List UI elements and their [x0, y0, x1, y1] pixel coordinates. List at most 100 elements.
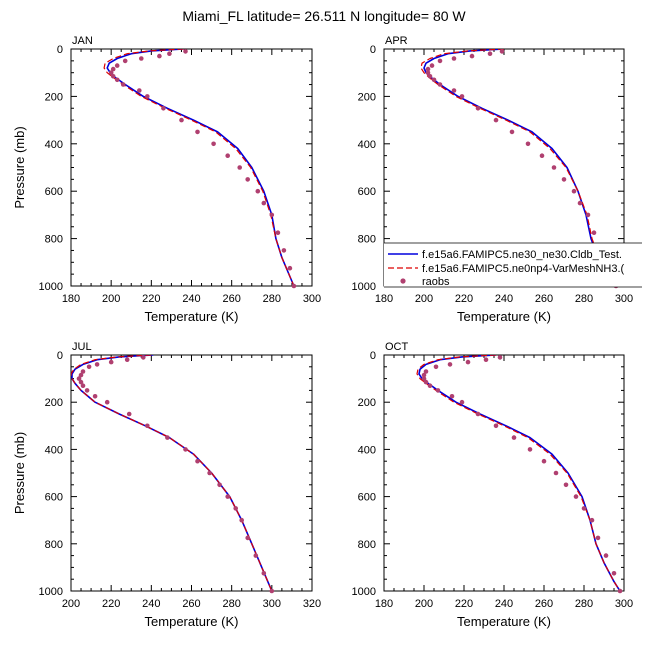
raobs-point [427, 74, 433, 79]
raobs-point [157, 53, 162, 59]
raobs-point [104, 399, 110, 405]
panel-oct: 180 200 220 240 260 280 300 0 200 400 600 800 1000 OC… [352, 341, 634, 629]
raobs-point [581, 506, 587, 511]
raobs-point [435, 388, 441, 393]
x-tick-label: 180 [62, 293, 80, 305]
raobs-point [225, 153, 230, 158]
raobs-point [589, 517, 595, 523]
raobs-point [475, 106, 481, 111]
raobs-point [78, 379, 84, 385]
raobs-point [603, 553, 609, 558]
raobs-point [449, 394, 455, 399]
raobs-point [108, 70, 114, 75]
y-tick-label: 1000 [352, 281, 376, 293]
raobs-point [509, 129, 515, 135]
raobs-point [497, 355, 503, 360]
y-tick-label: 200 [45, 397, 63, 409]
x-tick-label: 240 [142, 598, 160, 610]
y-tick-label: 800 [358, 234, 376, 246]
raobs-point [211, 141, 216, 147]
y-tick-label: 600 [45, 492, 63, 504]
x-tick-label: 300 [615, 293, 633, 305]
x-tick-label: 180 [375, 598, 393, 610]
x-axis-label: Temperature (K) [145, 614, 239, 629]
x-tick-label: 200 [415, 598, 433, 610]
raobs-point [459, 94, 465, 99]
raobs-point [451, 56, 457, 61]
y-tick-label: 0 [57, 350, 63, 362]
raobs-point [281, 248, 287, 253]
x-tick-label: 280 [575, 293, 593, 305]
raobs-point [110, 66, 116, 72]
x-tick-label: 200 [102, 293, 120, 305]
y-tick-label: 0 [370, 44, 376, 56]
raobs-point [110, 74, 116, 79]
panel-jan: 180 200 220 240 260 280 300 0 200 400 600 800 1000 JA… [12, 35, 321, 324]
panel-label: OCT [385, 341, 409, 353]
panel-label: JUL [72, 341, 92, 353]
raobs-point [611, 571, 617, 576]
x-axis-label: Temperature (K) [457, 309, 551, 324]
legend-entry-1: f.e15a6.FAMIPC5.ne30_ne30.Cldb_Test. [422, 249, 622, 261]
raobs-point [591, 230, 597, 235]
y-tick-label: 800 [45, 539, 63, 551]
raobs-point [437, 58, 443, 64]
raobs-point [499, 49, 505, 54]
raobs-point [261, 200, 267, 206]
raobs-point [493, 423, 499, 429]
y-tick-label: 400 [358, 444, 376, 456]
raobs-point [167, 51, 172, 56]
raobs-point [561, 177, 567, 182]
raobs-point [165, 435, 170, 440]
x-tick-label: 200 [415, 293, 433, 305]
raobs-point [94, 362, 100, 367]
raobs-point [585, 212, 591, 218]
y-tick-label: 1000 [39, 586, 63, 598]
raobs-point [573, 494, 579, 499]
raobs-point [269, 588, 275, 594]
legend-entry-2: f.e15a6.FAMIPC5.ne0np4-VarMeshNH3.( [422, 263, 625, 275]
raobs-point [421, 376, 427, 381]
panel-label: APR [385, 35, 408, 47]
y-tick-label: 600 [45, 186, 63, 198]
raobs-point [78, 372, 84, 378]
raobs-point [577, 200, 583, 206]
raobs-point [114, 77, 120, 83]
x-tick-label: 300 [303, 293, 321, 305]
y-tick-label: 1000 [352, 586, 376, 598]
raobs-point [571, 188, 577, 194]
raobs-point [617, 588, 623, 594]
y-axis-label: Pressure (mb) [12, 432, 27, 514]
raobs-point [86, 364, 92, 370]
raobs-point [253, 553, 259, 558]
raobs-point [261, 571, 267, 576]
raobs-point [553, 470, 559, 476]
raobs-point [141, 355, 146, 360]
raobs-point [245, 535, 250, 541]
x-tick-label: 300 [263, 598, 281, 610]
raobs-point [287, 265, 293, 271]
raobs-point [421, 372, 427, 378]
panel-jul: 200 220 240 260 280 300 320 0 200 400 600 800 1000 JU… [12, 341, 321, 629]
x-tick-label: 260 [535, 293, 553, 305]
raobs-point [511, 435, 517, 440]
raobs-point [161, 106, 166, 111]
y-tick-label: 200 [45, 91, 63, 103]
y-tick-label: 200 [358, 91, 376, 103]
raobs-point [465, 359, 471, 365]
raobs-point [145, 423, 150, 429]
x-tick-label: 280 [263, 293, 281, 305]
y-tick-label: 0 [57, 44, 63, 56]
raobs-point [427, 383, 433, 389]
raobs-point [255, 188, 261, 194]
raobs-point [183, 49, 188, 54]
raobs-point [425, 70, 431, 75]
raobs-point [447, 362, 453, 367]
raobs-point [92, 394, 98, 399]
raobs-point [551, 165, 557, 170]
raobs-point [145, 94, 150, 99]
panel-label: JAN [72, 35, 93, 47]
x-tick-label: 240 [495, 293, 513, 305]
raobs-point [237, 165, 242, 170]
